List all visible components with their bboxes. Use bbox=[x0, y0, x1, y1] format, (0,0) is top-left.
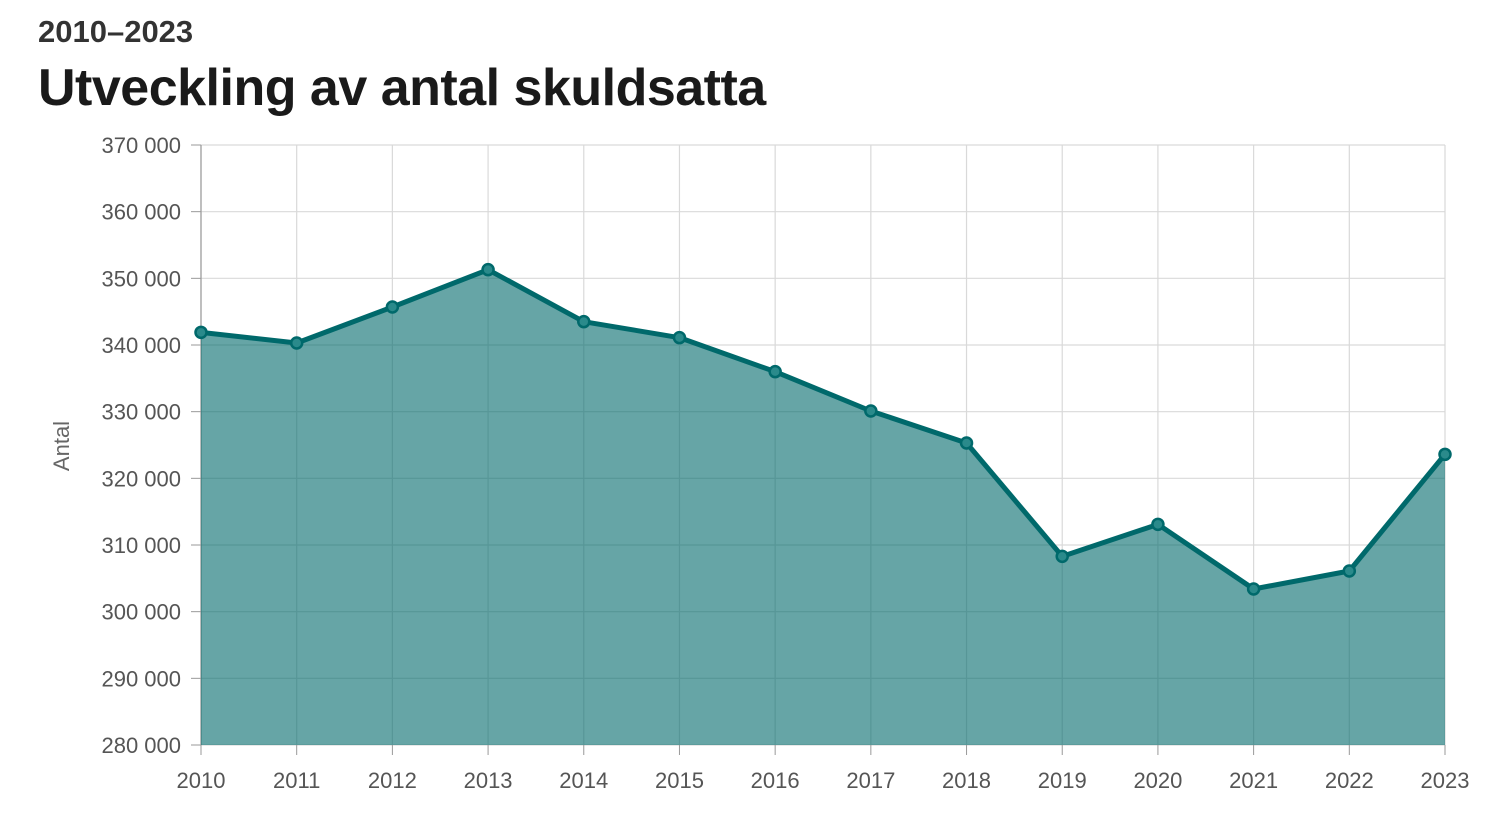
data-point[interactable] bbox=[1246, 582, 1261, 596]
data-point[interactable] bbox=[1342, 564, 1357, 578]
x-tick-label: 2010 bbox=[177, 768, 226, 793]
data-point[interactable] bbox=[1438, 447, 1452, 462]
y-tick-label: 330 000 bbox=[101, 400, 181, 425]
x-tick-label: 2014 bbox=[559, 768, 608, 793]
area-fill bbox=[201, 269, 1445, 745]
x-tick-label: 2016 bbox=[751, 768, 800, 793]
x-tick-label: 2018 bbox=[942, 768, 991, 793]
chart-title: Utveckling av antal skuldsatta bbox=[38, 59, 766, 117]
x-tick-label: 2023 bbox=[1421, 768, 1470, 793]
x-tick-label: 2012 bbox=[368, 768, 417, 793]
y-tick-label: 310 000 bbox=[101, 533, 181, 558]
y-tick-label: 370 000 bbox=[101, 133, 181, 158]
y-tick-label: 280 000 bbox=[101, 733, 181, 758]
data-point[interactable] bbox=[768, 364, 782, 379]
x-tick-label: 2019 bbox=[1038, 768, 1087, 793]
data-point[interactable] bbox=[1151, 517, 1165, 532]
x-tick-label: 2013 bbox=[464, 768, 513, 793]
data-point[interactable] bbox=[481, 262, 495, 277]
data-point[interactable] bbox=[1055, 549, 1069, 564]
y-tick-label: 360 000 bbox=[101, 200, 181, 225]
x-tick-label: 2017 bbox=[846, 768, 895, 793]
x-tick-label: 2011 bbox=[273, 768, 320, 793]
data-point[interactable] bbox=[959, 436, 974, 450]
data-point[interactable] bbox=[672, 330, 687, 345]
data-point[interactable] bbox=[577, 314, 591, 329]
y-tick-label: 340 000 bbox=[101, 333, 181, 358]
x-axis-ticks: 2010 2011 2012 2013 2014 2015 2016 2017 2018 2019… bbox=[177, 745, 1470, 793]
x-tick-label: 2022 bbox=[1325, 768, 1374, 793]
x-tick-label: 2020 bbox=[1133, 768, 1182, 793]
area-layer bbox=[194, 262, 1452, 745]
data-point[interactable] bbox=[385, 300, 400, 314]
y-tick-label: 290 000 bbox=[101, 666, 181, 691]
data-point[interactable] bbox=[864, 404, 878, 418]
chart-subtitle: 2010–2023 bbox=[38, 14, 194, 49]
y-tick-label: 350 000 bbox=[101, 266, 181, 291]
data-point[interactable] bbox=[289, 336, 304, 350]
data-point[interactable] bbox=[194, 325, 208, 340]
x-tick-label: 2015 bbox=[655, 768, 704, 793]
y-tick-label: 300 000 bbox=[101, 600, 181, 625]
series-line bbox=[198, 267, 1448, 592]
y-tick-label: 320 000 bbox=[101, 466, 181, 491]
y-axis-label: Antal bbox=[49, 421, 74, 471]
x-tick-label: 2021 bbox=[1229, 768, 1278, 793]
y-axis-ticks: 280 000 290 000 300 000 310 000 320 000 330 0… bbox=[101, 133, 201, 758]
